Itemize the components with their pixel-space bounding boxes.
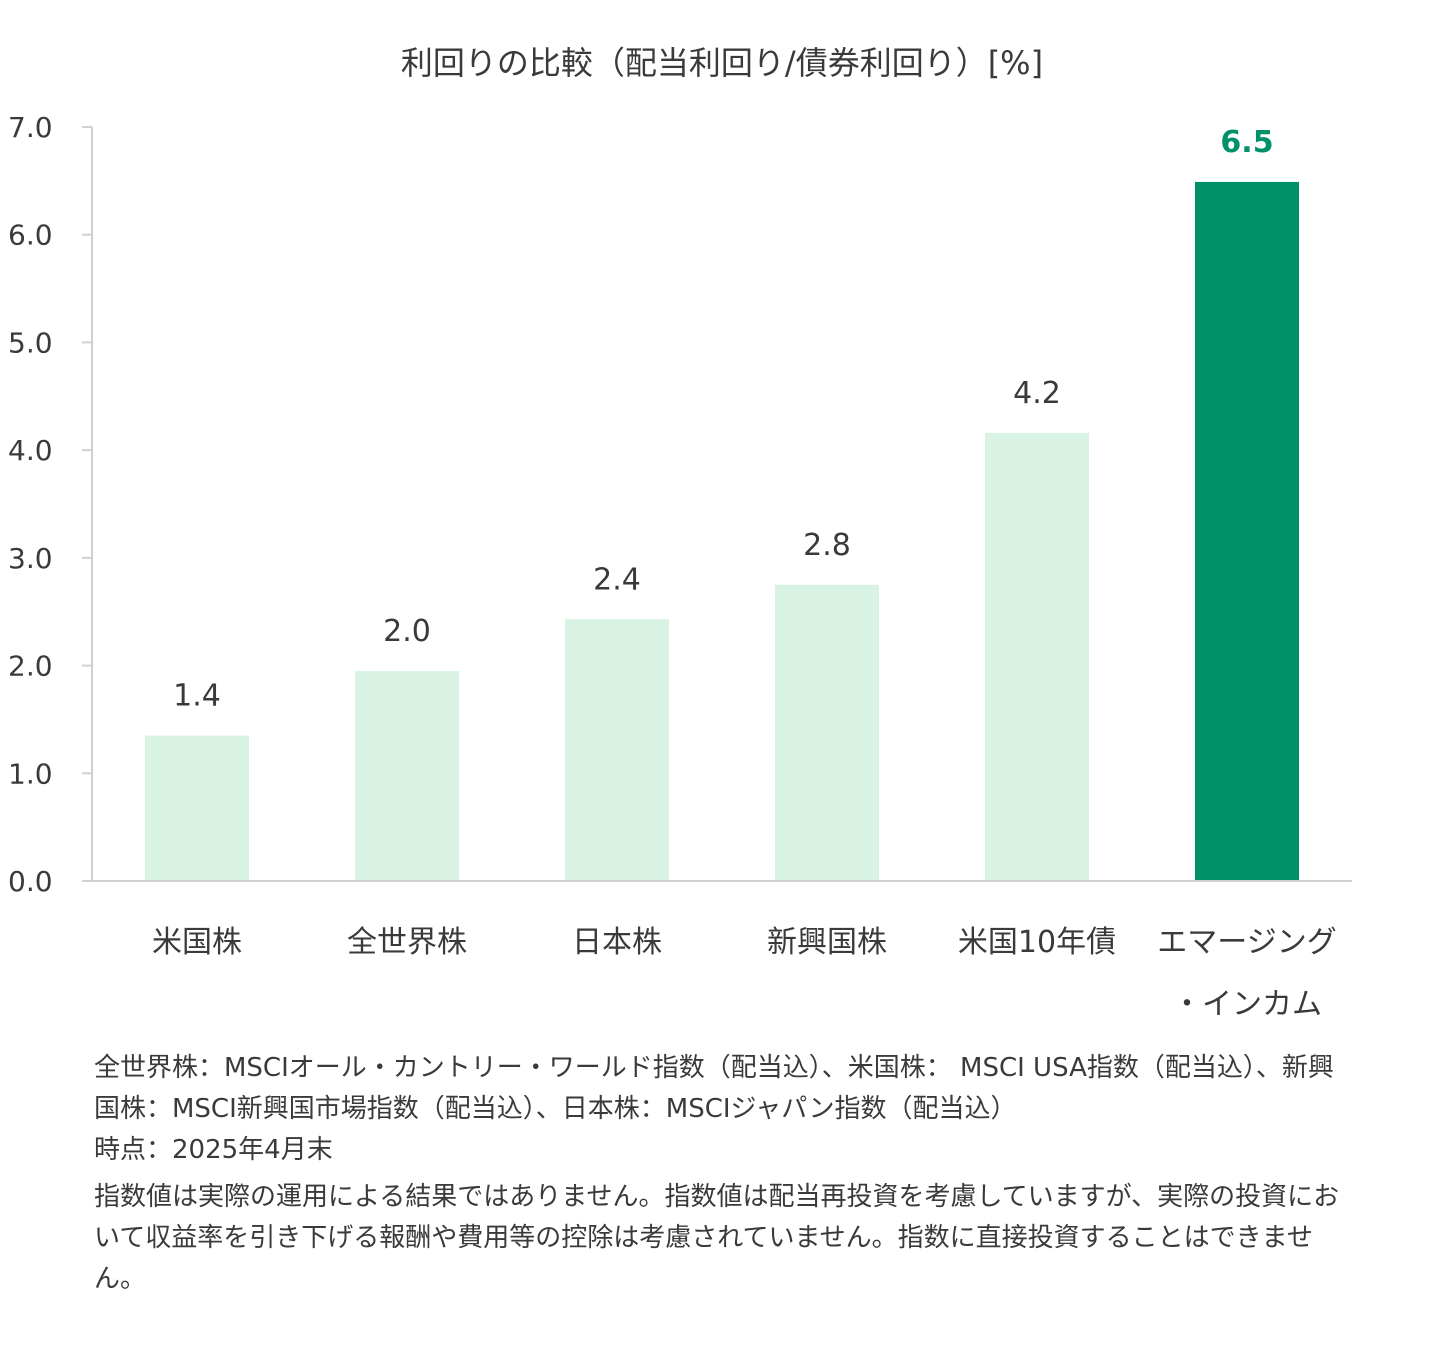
x-category-label: 米国株 <box>152 925 242 960</box>
bar <box>1195 181 1299 882</box>
y-tick-label: 0.0 <box>8 865 53 898</box>
y-tick-label: 4.0 <box>8 434 53 467</box>
chart-title: 利回りの比較（配当利回り/債券利回り）[%] <box>400 44 1044 82</box>
disclaimer-note: 指数値は実際の運用による結果ではありません。指数値は配当再投資を考慮していますが… <box>94 1182 1340 1294</box>
date-note: 時点：2025年4月末 <box>94 1135 333 1165</box>
bar <box>775 584 879 881</box>
y-tick-label: 1.0 <box>8 757 53 790</box>
y-tick-label: 7.0 <box>8 111 53 144</box>
chart-notes: 全世界株：MSCIオール・カントリー・ワールド指数（配当込）、米国株： MSCI… <box>94 1048 1354 1300</box>
x-category-label: ・インカム <box>1172 987 1322 1022</box>
bar <box>145 735 249 881</box>
y-tick-label: 6.0 <box>8 219 53 252</box>
x-category-label: 日本株 <box>572 925 662 960</box>
bar-chart: 0.0 1.0 2.0 3.0 4.0 5.0 6.0 7.0 1.4 米国株 2.0 全世界株 2.4… <box>8 111 1352 1022</box>
x-category-label: 新興国株 <box>767 925 887 960</box>
bar <box>355 670 459 881</box>
x-category-label: 全世界株 <box>347 925 467 960</box>
bar <box>985 432 1089 881</box>
bar <box>565 619 669 881</box>
bar-value-label: 2.8 <box>803 528 851 563</box>
source-note: 全世界株：MSCIオール・カントリー・ワールド指数（配当込）、米国株： MSCI… <box>94 1053 1334 1124</box>
bar-value-label: 2.4 <box>593 562 641 597</box>
bar-value-label: 1.4 <box>173 679 221 714</box>
bar-value-label: 4.2 <box>1013 376 1061 411</box>
y-tick-label: 2.0 <box>8 650 53 683</box>
y-tick-label: 3.0 <box>8 542 53 575</box>
bar-value-label: 6.5 <box>1220 125 1273 160</box>
x-category-label: 米国10年債 <box>958 925 1116 960</box>
x-category-label: エマージング <box>1157 925 1336 960</box>
y-tick-label: 5.0 <box>8 326 53 359</box>
bar-value-label: 2.0 <box>383 614 431 649</box>
